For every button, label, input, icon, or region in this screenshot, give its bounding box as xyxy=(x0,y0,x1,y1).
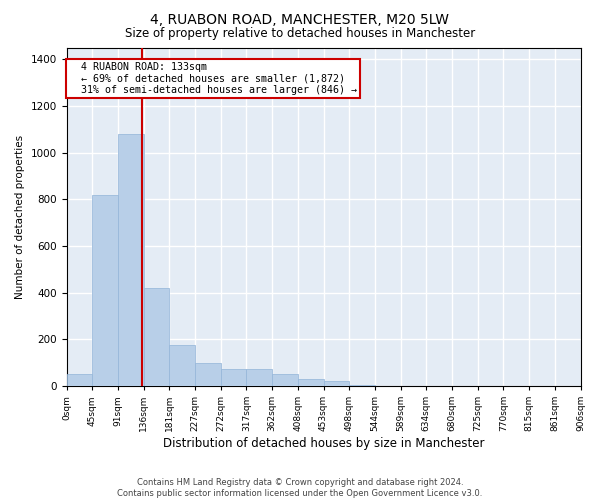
Bar xyxy=(323,382,349,386)
Bar xyxy=(67,374,92,386)
Bar xyxy=(143,288,169,386)
Bar xyxy=(169,345,196,386)
Bar xyxy=(118,134,143,386)
Text: Size of property relative to detached houses in Manchester: Size of property relative to detached ho… xyxy=(125,28,475,40)
Bar xyxy=(221,368,247,386)
Text: 4 RUABON ROAD: 133sqm
  ← 69% of detached houses are smaller (1,872)
  31% of se: 4 RUABON ROAD: 133sqm ← 69% of detached … xyxy=(70,62,358,94)
X-axis label: Distribution of detached houses by size in Manchester: Distribution of detached houses by size … xyxy=(163,437,484,450)
Bar xyxy=(92,194,118,386)
Bar xyxy=(272,374,298,386)
Bar xyxy=(349,385,375,386)
Bar xyxy=(298,379,323,386)
Bar xyxy=(247,368,272,386)
Text: Contains HM Land Registry data © Crown copyright and database right 2024.
Contai: Contains HM Land Registry data © Crown c… xyxy=(118,478,482,498)
Text: 4, RUABON ROAD, MANCHESTER, M20 5LW: 4, RUABON ROAD, MANCHESTER, M20 5LW xyxy=(151,12,449,26)
Bar xyxy=(196,362,221,386)
Y-axis label: Number of detached properties: Number of detached properties xyxy=(15,134,25,299)
